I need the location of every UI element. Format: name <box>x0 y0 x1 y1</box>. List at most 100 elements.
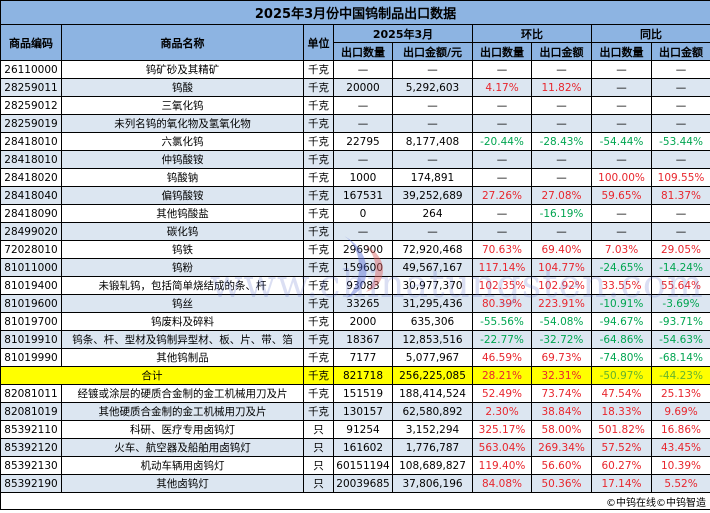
cell-yoy-qty: — <box>591 204 652 223</box>
cell-unit: 千克 <box>303 348 334 367</box>
cell-mom-qty: — <box>472 114 532 133</box>
cell-qty: 167531 <box>333 186 393 205</box>
cell-mom-qty: -20.44% <box>472 132 532 151</box>
cell-mom-qty: 119.40% <box>472 456 532 475</box>
header-yoy-qty: 出口数量 <box>591 42 652 61</box>
cell-qty: 130157 <box>333 402 393 421</box>
table-row: 28418010 六氯化钨 千克 22795 8,177,408 -20.44% -28.4… <box>0 132 710 151</box>
cell-mom-amt: — <box>531 60 592 79</box>
table-row: 28418010 仲钨酸铵 千克 — — — — — — <box>0 150 710 169</box>
cell-yoy-qty: 7.03% <box>591 240 652 259</box>
cell-name: 其他硬质合金制的金工机械用刀及片 <box>61 402 304 421</box>
cell-name: 钨条、杆、型材及钨制异型材、板、片、带、箔 <box>61 330 304 349</box>
cell-code: 28418090 <box>0 204 62 223</box>
header-yoy: 同比 <box>590 24 710 43</box>
cell-qty: — <box>333 96 393 115</box>
cell-amount: 264 <box>392 204 473 223</box>
cell-code: 82081011 <box>0 384 62 403</box>
cell-name: 六氯化钨 <box>61 132 304 151</box>
cell-qty: 7177 <box>333 348 393 367</box>
cell-unit: 千克 <box>303 96 334 115</box>
cell-qty: 20039685 <box>333 474 393 493</box>
table-row: 72028010 钨铁 千克 296900 72,920,468 70.63% 69.40%… <box>0 240 710 259</box>
cell-amount: — <box>392 150 473 169</box>
cell-unit: 千克 <box>303 204 334 223</box>
cell-yoy-amt: — <box>650 60 710 79</box>
cell-code: 28418020 <box>0 168 62 187</box>
cell-code: 72028010 <box>0 240 62 259</box>
cell-code: 85392190 <box>0 474 62 493</box>
cell-yoy-amt: -44.23% <box>650 366 710 385</box>
cell-name: 其他卤钨灯 <box>61 474 304 493</box>
cell-yoy-amt: 25.13% <box>650 384 710 403</box>
header-qty: 出口数量 <box>333 42 393 61</box>
cell-yoy-qty: — <box>591 222 652 241</box>
cell-qty: 161602 <box>333 438 393 457</box>
table-body: 26110000 钨矿砂及其精矿 千克 — — — — — —28259011 钨酸 千克 20000… <box>0 60 710 493</box>
header-amount: 出口金额/元 <box>392 42 473 61</box>
table-row: 85392120 火车、航空器及船舶用卤钨灯只 161602 1,776,787 563… <box>0 438 710 457</box>
cell-unit: 千克 <box>303 402 334 421</box>
cell-name: 机动车辆用卤钨灯 <box>61 456 304 475</box>
cell-mom-amt: 269.34% <box>531 438 592 457</box>
cell-amount: 39,252,689 <box>392 186 473 205</box>
cell-code: 81019600 <box>0 294 62 313</box>
cell-unit: 千克 <box>303 384 334 403</box>
cell-mom-qty: 28.21% <box>472 366 532 385</box>
cell-yoy-amt: 29.05% <box>650 240 710 259</box>
cell-qty: 18367 <box>333 330 393 349</box>
cell-mom-qty: -22.77% <box>472 330 532 349</box>
cell-yoy-amt: -14.24% <box>650 258 710 277</box>
cell-qty: 1000 <box>333 168 393 187</box>
cell-yoy-qty: -64.86% <box>591 330 652 349</box>
cell-yoy-qty: 33.55% <box>591 276 652 295</box>
cell-amount: 5,292,603 <box>392 78 473 97</box>
cell-yoy-qty: 60.27% <box>591 456 652 475</box>
cell-mom-qty: 563.04% <box>472 438 532 457</box>
cell-mom-amt: 104.77% <box>531 258 592 277</box>
cell-unit: 千克 <box>303 78 334 97</box>
cell-mom-amt: — <box>531 168 592 187</box>
cell-qty: 91254 <box>333 420 393 439</box>
cell-mom-qty: 325.17% <box>472 420 532 439</box>
header-mom-amt: 出口金额 <box>531 42 592 61</box>
cell-yoy-qty: -50.97% <box>591 366 652 385</box>
cell-yoy-amt: 9.69% <box>650 402 710 421</box>
cell-mom-qty: — <box>472 204 532 223</box>
cell-yoy-qty: -74.80% <box>591 348 652 367</box>
table-row: 81019990 其他钨制品 千克 7177 5,077,967 46.59% 69.73%… <box>0 348 710 367</box>
cell-qty: 159600 <box>333 258 393 277</box>
cell-unit: 千克 <box>303 312 334 331</box>
cell-amount: 3,152,294 <box>392 420 473 439</box>
cell-yoy-qty: -94.67% <box>591 312 652 331</box>
cell-unit: 千克 <box>303 276 334 295</box>
cell-qty: 821718 <box>333 366 393 385</box>
cell-yoy-amt: 43.45% <box>650 438 710 457</box>
cell-unit: 只 <box>303 456 334 475</box>
cell-yoy-qty: 47.54% <box>591 384 652 403</box>
cell-unit: 只 <box>303 474 334 493</box>
cell-yoy-qty: — <box>591 114 652 133</box>
cell-name: 钨铁 <box>61 240 304 259</box>
cell-qty: 93083 <box>333 276 393 295</box>
cell-mom-amt: — <box>531 114 592 133</box>
cell-yoy-qty: 18.33% <box>591 402 652 421</box>
cell-mom-qty: 117.14% <box>472 258 532 277</box>
cell-code: 28418010 <box>0 150 62 169</box>
table-row: 81019910 钨条、杆、型材及钨制异型材、板、片、带、箔 千克 18367 12,8… <box>0 330 710 349</box>
cell-code: 81019910 <box>0 330 62 349</box>
table-row: 85392190 其他卤钨灯只 20039685 37,806,196 84.08% 50… <box>0 474 710 493</box>
cell-yoy-qty: — <box>591 96 652 115</box>
cell-yoy-amt: 16.86% <box>650 420 710 439</box>
cell-qty: — <box>333 150 393 169</box>
cell-yoy-amt: — <box>650 114 710 133</box>
cell-mom-amt: 73.74% <box>531 384 592 403</box>
cell-name: 偏钨酸铵 <box>61 186 304 205</box>
table-row: 28499020 碳化钨 千克 — — — — — — <box>0 222 710 241</box>
header-period: 2025年3月 <box>333 24 473 43</box>
table-row: 85392130 机动车辆用卤钨灯只 60151194 108,689,827 119.… <box>0 456 710 475</box>
cell-name: 未列名钨的氧化物及氢氧化物 <box>61 114 304 133</box>
cell-code: 81019700 <box>0 312 62 331</box>
cell-qty: 33265 <box>333 294 393 313</box>
cell-mom-qty: 46.59% <box>472 348 532 367</box>
